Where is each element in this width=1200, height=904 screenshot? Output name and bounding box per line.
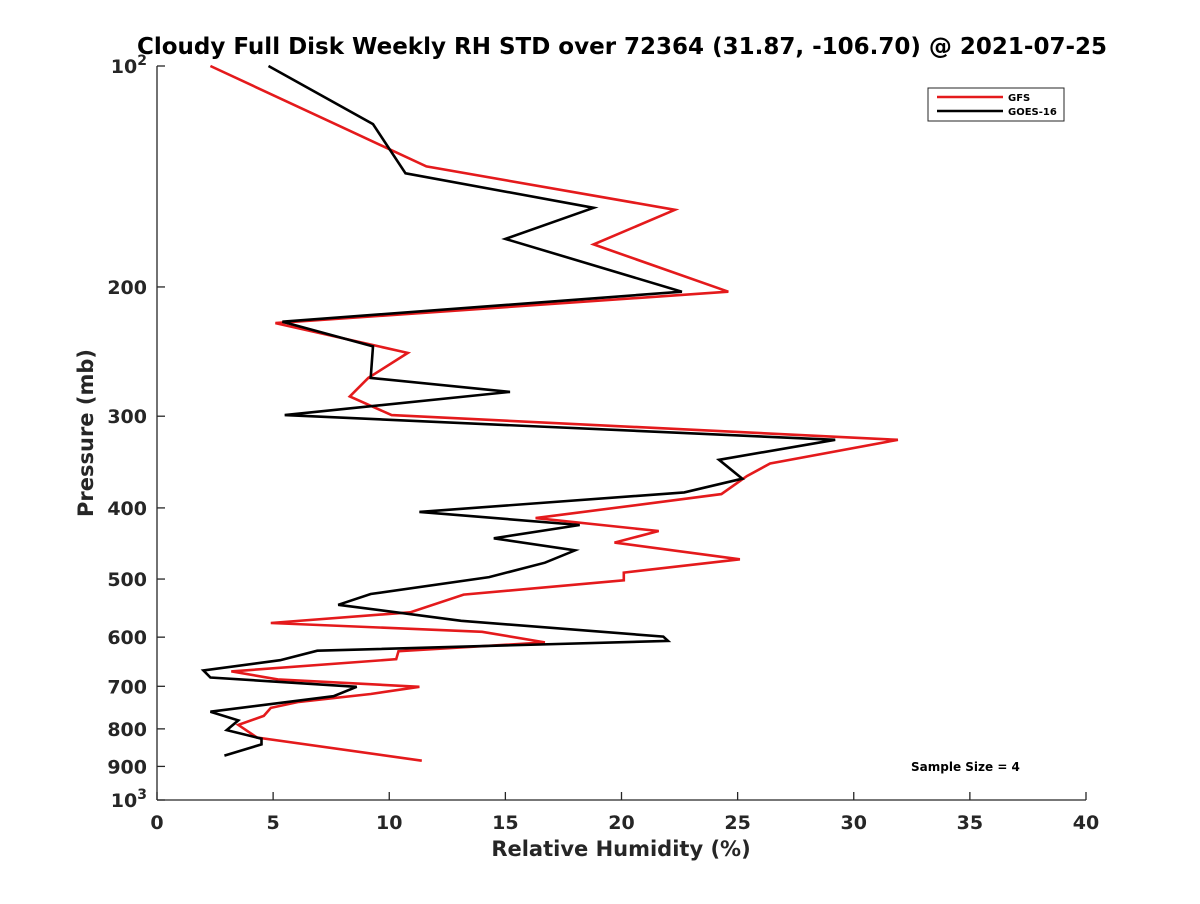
x-tick-label: 20 <box>608 812 634 834</box>
y-tick-label: 200 <box>107 277 147 299</box>
legend: GFS GOES-16 <box>927 87 1065 122</box>
y-tick-label: 900 <box>107 756 147 778</box>
x-tick-label: 40 <box>1073 812 1099 834</box>
x-tick-label: 5 <box>267 812 280 834</box>
x-tick-label: 15 <box>492 812 518 834</box>
y-tick-label: 800 <box>107 719 147 741</box>
x-tick-label: 35 <box>957 812 983 834</box>
series-line-gfs <box>209 64 899 762</box>
x-axis-label: Relative Humidity (%) <box>491 837 750 861</box>
sample-size-annotation: Sample Size = 4 <box>911 760 1020 774</box>
y-tick-label: 103 <box>111 787 147 812</box>
y-tick-label: 400 <box>107 498 147 520</box>
y-tick-label: 300 <box>107 406 147 428</box>
y-axis-label: Pressure (mb) <box>74 349 98 517</box>
x-tick-label: 30 <box>841 812 867 834</box>
y-tick-label: 600 <box>107 627 147 649</box>
x-ticks: 0 5 10 15 20 25 30 35 40 <box>150 792 1099 834</box>
legend-label-goes16: GOES-16 <box>1008 107 1057 118</box>
y-tick-label: 102 <box>111 53 147 78</box>
x-tick-label: 0 <box>150 812 163 834</box>
y-ticks: 102 200 300 400 500 600 700 800 900 103 <box>107 53 165 812</box>
x-tick-label: 25 <box>724 812 750 834</box>
y-tick-label: 500 <box>107 569 147 591</box>
series-line-goes16 <box>200 64 836 757</box>
x-tick-label: 10 <box>376 812 402 834</box>
chart-title: Cloudy Full Disk Weekly RH STD over 7236… <box>137 34 1107 60</box>
series-layer <box>200 64 899 762</box>
legend-box <box>927 87 1065 122</box>
legend-label-gfs: GFS <box>1008 93 1030 104</box>
y-tick-label: 700 <box>107 676 147 698</box>
